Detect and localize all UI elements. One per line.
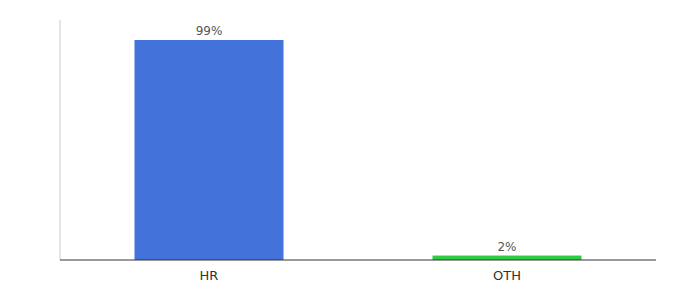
x-tick-label: HR (200, 268, 219, 283)
x-tick-label: OTH (493, 268, 521, 283)
chart-container: 99% HR 2% OTH (0, 0, 680, 300)
chart: 99% HR 2% OTH (0, 0, 680, 300)
y-axis-line (60, 20, 61, 260)
bar (135, 40, 284, 260)
bar (433, 256, 582, 260)
x-axis-line (60, 260, 656, 261)
data-label: 2% (497, 240, 516, 254)
data-label: 99% (196, 24, 223, 38)
bars (135, 40, 582, 260)
